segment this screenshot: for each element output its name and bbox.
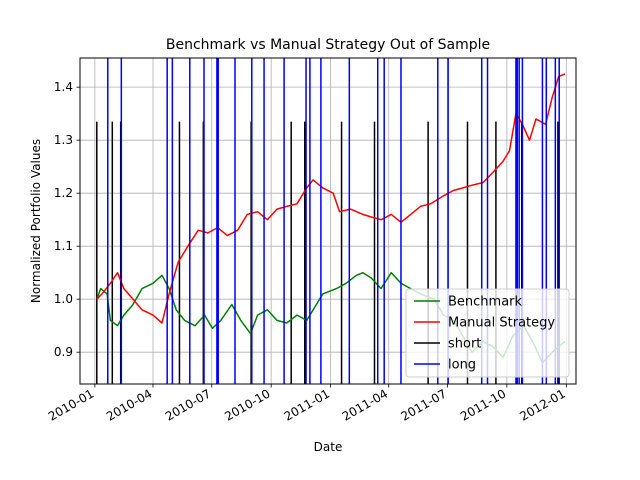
y-axis-label: Normalized Portfolio Values bbox=[29, 139, 43, 303]
y-tick-label: 0.9 bbox=[54, 345, 73, 359]
plot-frame bbox=[79, 57, 577, 385]
legend-label: Manual Strategy bbox=[448, 316, 555, 331]
x-axis-label: Date bbox=[314, 440, 343, 454]
x-tick-label: 2010-04 bbox=[104, 386, 154, 423]
legend-box bbox=[405, 288, 570, 378]
chart-title: Benchmark vs Manual Strategy Out of Samp… bbox=[166, 37, 490, 53]
x-tick-label: 2011-04 bbox=[340, 386, 390, 423]
x-tick-label: 2010-01 bbox=[46, 386, 96, 423]
legend-label: long bbox=[448, 358, 476, 373]
x-tick-label: 2011-10 bbox=[458, 386, 508, 423]
legend: Benchmark Manual Strategy short long bbox=[405, 288, 570, 378]
y-axis-ticks: 0.9 1.0 1.1 1.2 1.3 1.4 bbox=[54, 80, 80, 359]
y-tick-label: 1.3 bbox=[54, 133, 73, 147]
legend-label: Benchmark bbox=[448, 295, 523, 310]
x-tick-label: 2010-07 bbox=[163, 386, 213, 423]
y-tick-label: 1.0 bbox=[54, 292, 73, 306]
x-tick-label: 2012-01 bbox=[517, 386, 567, 423]
y-tick-label: 1.2 bbox=[54, 186, 73, 200]
legend-label: short bbox=[448, 337, 481, 352]
series-lines bbox=[96, 58, 566, 384]
x-tick-label: 2011-01 bbox=[282, 386, 332, 423]
x-tick-label: 2011-07 bbox=[399, 386, 449, 423]
grid bbox=[80, 58, 576, 384]
x-axis-ticks: 2010-01 2010-04 2010-07 2010-10 2011-01 2011-… bbox=[46, 384, 568, 424]
y-tick-label: 1.4 bbox=[54, 80, 73, 94]
x-tick-label: 2010-10 bbox=[222, 386, 272, 423]
y-tick-label: 1.1 bbox=[54, 239, 73, 253]
